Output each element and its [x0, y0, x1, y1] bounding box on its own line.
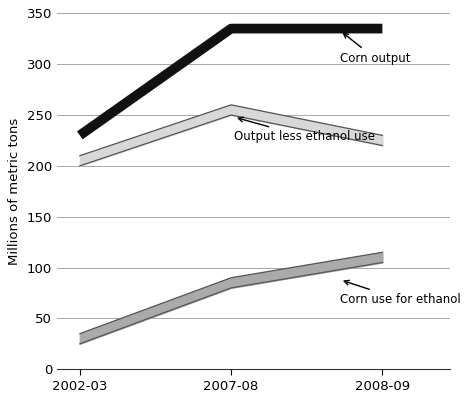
Text: Output less ethanol use: Output less ethanol use	[234, 117, 375, 143]
Text: Corn use for ethanol: Corn use for ethanol	[340, 280, 461, 306]
Y-axis label: Millions of metric tons: Millions of metric tons	[9, 117, 21, 265]
Text: Corn output: Corn output	[340, 33, 410, 65]
